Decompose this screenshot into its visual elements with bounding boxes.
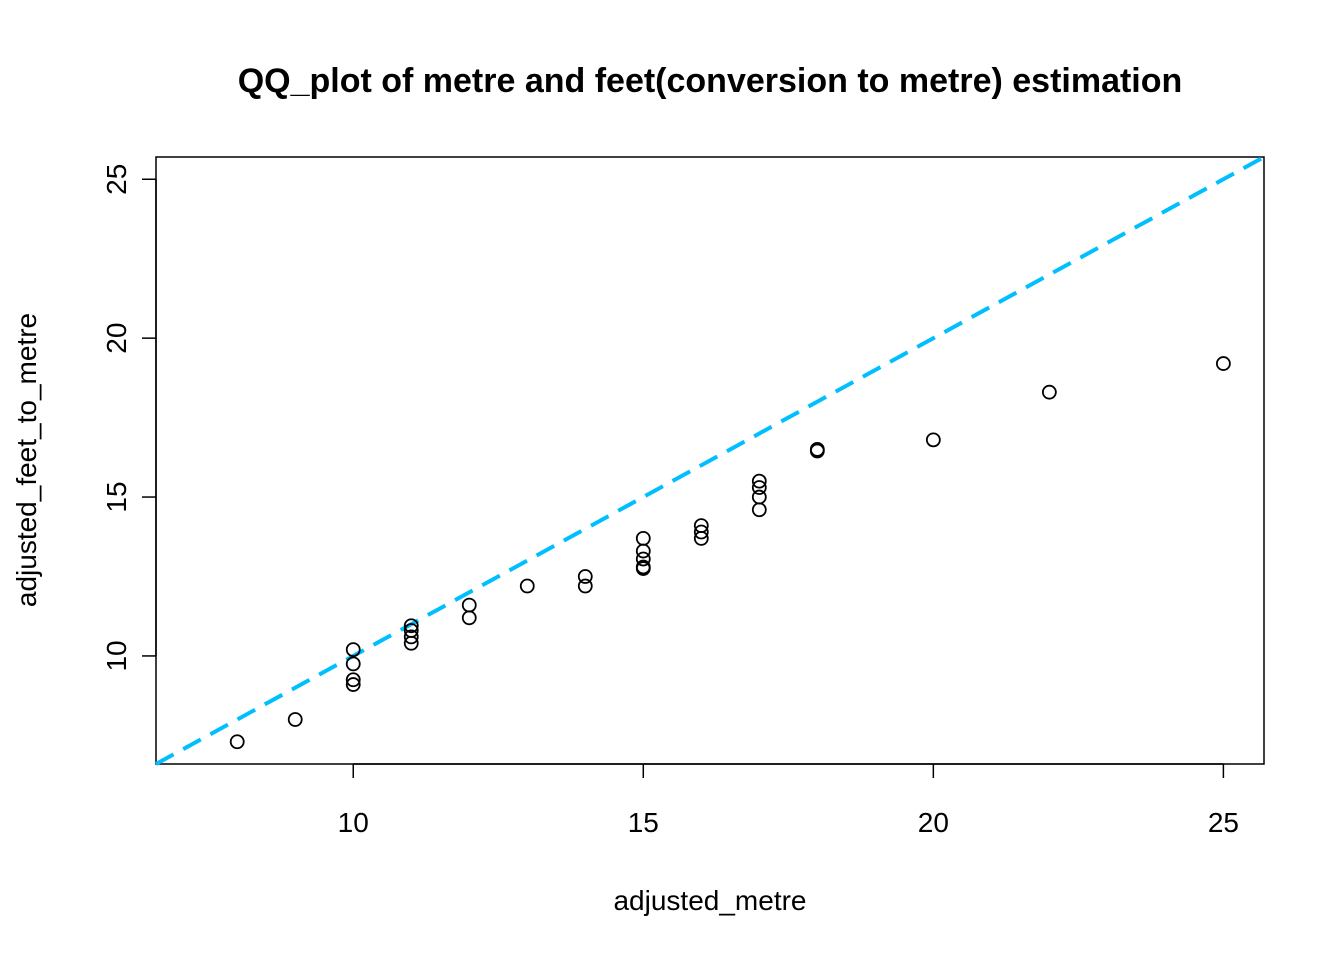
chart-title: QQ_plot of metre and feet(conversion to … — [238, 62, 1183, 100]
data-point — [693, 524, 709, 540]
y-tick-label: 20 — [101, 323, 132, 354]
y-tick-label: 10 — [101, 640, 132, 671]
data-point — [461, 610, 477, 626]
data-point — [519, 578, 535, 594]
data-point — [345, 672, 361, 688]
data-point — [577, 578, 593, 594]
reference-line — [155, 155, 1265, 766]
data-point — [925, 432, 941, 448]
data-point — [287, 712, 303, 727]
data-point — [403, 618, 419, 634]
data-point — [635, 543, 651, 559]
y-tick-label: 15 — [101, 481, 132, 512]
x-tick-label: 25 — [1208, 807, 1239, 838]
data-point — [751, 473, 767, 489]
data-point — [635, 559, 651, 575]
x-tick-label: 15 — [628, 807, 659, 838]
data-point — [1041, 384, 1057, 400]
data-point — [693, 518, 709, 534]
data-point — [403, 629, 419, 645]
data-point — [345, 677, 361, 692]
data-points — [229, 356, 1231, 750]
data-point — [461, 597, 477, 613]
data-point — [345, 642, 361, 657]
x-tick-label: 20 — [918, 807, 949, 838]
data-point — [577, 569, 593, 584]
data-point — [229, 734, 245, 750]
data-point — [403, 623, 419, 638]
data-point — [809, 441, 825, 457]
y-axis-label: adjusted_feet_to_metre — [11, 313, 42, 607]
data-point — [751, 502, 767, 518]
x-axis: 10 15 20 25 — [338, 763, 1239, 838]
data-point — [635, 530, 651, 546]
data-point — [751, 489, 767, 505]
y-axis: 10 15 20 25 — [101, 164, 157, 672]
data-point — [635, 551, 651, 567]
data-point — [751, 480, 767, 495]
data-point — [345, 656, 361, 672]
x-axis-label: adjusted_metre — [613, 885, 806, 916]
x-tick-label: 10 — [338, 807, 369, 838]
data-point — [1215, 356, 1231, 371]
y-tick-label: 25 — [101, 164, 132, 195]
